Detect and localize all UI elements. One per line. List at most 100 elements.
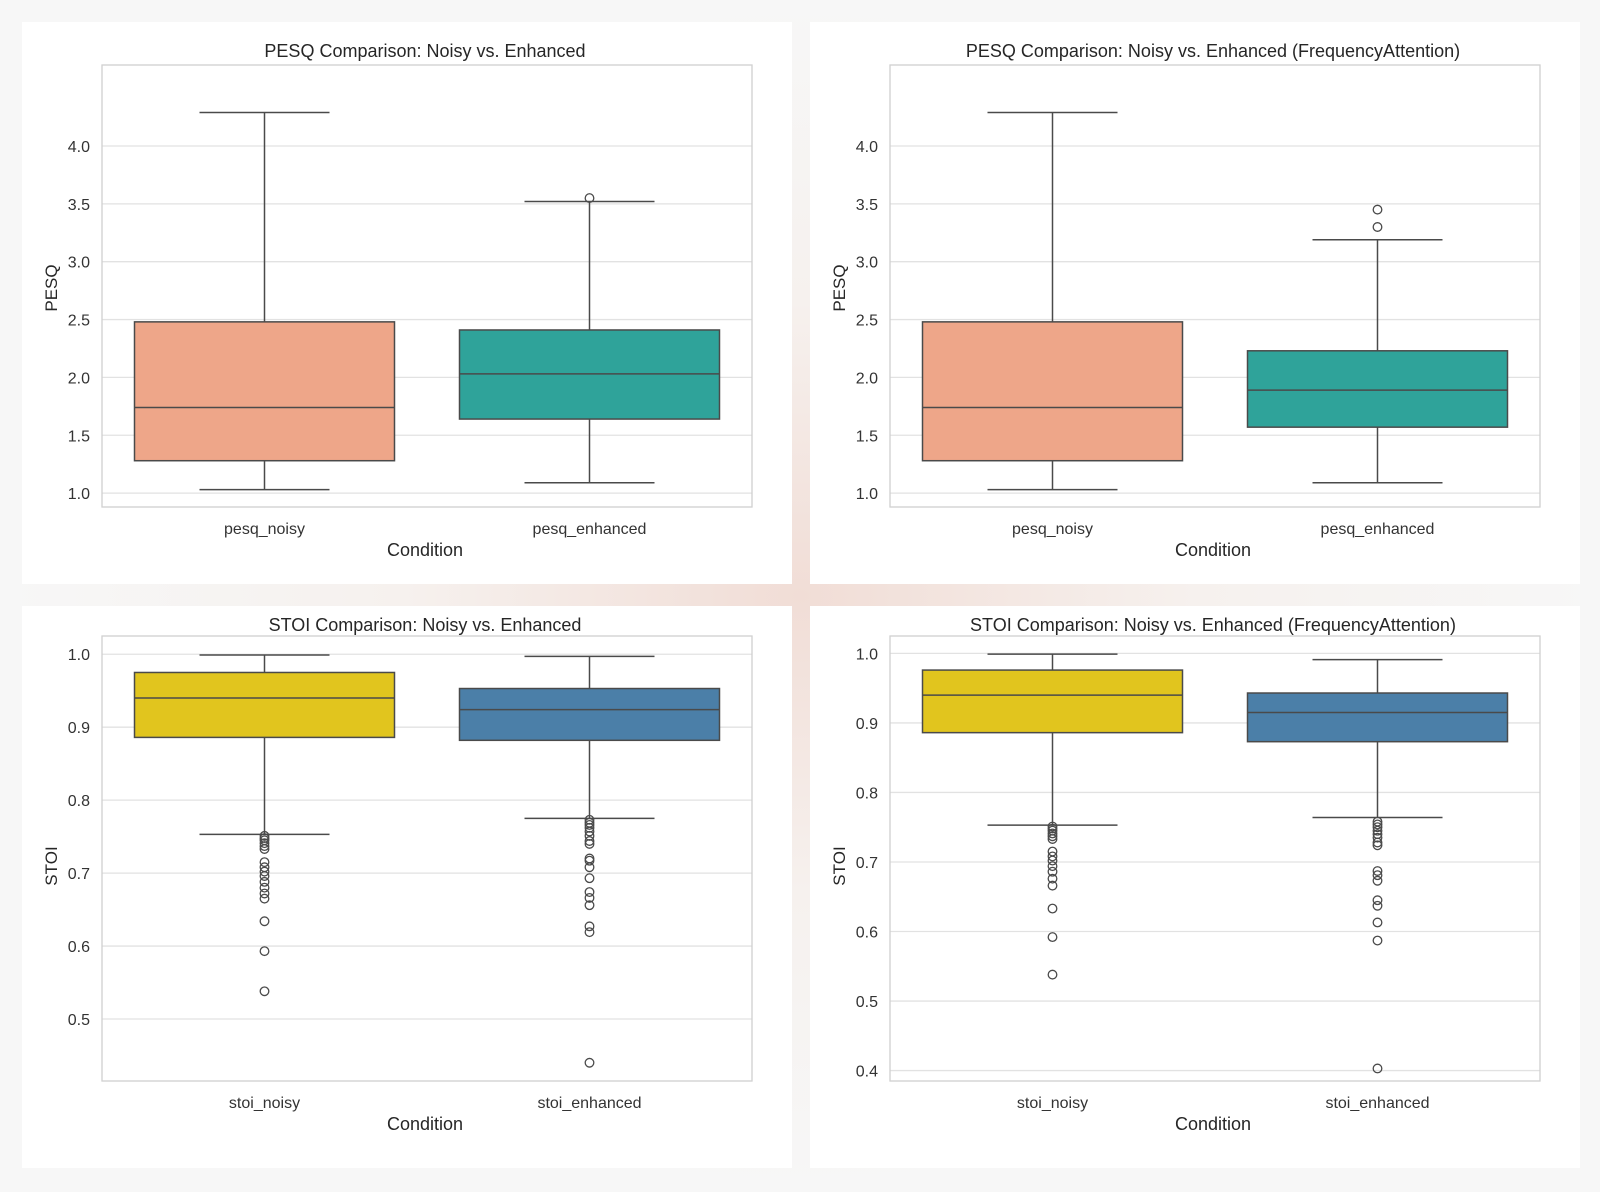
outlier-point [259, 866, 270, 877]
plot-frame [889, 64, 1541, 508]
y-tick-label: 2.5 [856, 313, 878, 330]
outlier-point [584, 892, 595, 903]
box-stoi_noisy [133, 654, 396, 997]
outlier-point [1372, 825, 1383, 836]
outlier-point [584, 826, 595, 837]
chart-title: PESQ Comparison: Noisy vs. Enhanced (Fre… [966, 41, 1460, 61]
outlier-point [259, 986, 270, 997]
outlier-point [1047, 903, 1058, 914]
y-tick-label: 4.0 [68, 139, 90, 156]
plot-area: 0.5 0.6 0.7 0.8 0.9 1.0 stoi_noisy stoi_enhance… [68, 635, 753, 1112]
outlier-point [259, 893, 270, 904]
outlier-point [1047, 866, 1058, 877]
y-tick-label: 0.4 [856, 1064, 878, 1081]
y-tick-label: 0.6 [856, 925, 878, 942]
pesq-frequency-attention-chart-panel: PESQ Comparison: Noisy vs. Enhanced (Fre… [810, 22, 1580, 584]
outlier-point [1372, 917, 1383, 928]
y-tick-label: 3.5 [68, 197, 90, 214]
outlier-point [1047, 873, 1058, 884]
outlier-point [1372, 222, 1383, 232]
outlier-point [584, 900, 595, 911]
outlier-point [1372, 204, 1383, 215]
outlier-point [259, 871, 270, 881]
y-axis-label: STOI [830, 846, 849, 885]
outlier-point [1372, 822, 1383, 833]
iqr-box [458, 687, 721, 742]
x-axis-label: Condition [1175, 540, 1251, 560]
outlier-point [1047, 831, 1058, 842]
outlier-point [1372, 870, 1383, 881]
x-tick-label: pesq_noisy [224, 521, 305, 538]
outlier-point [259, 844, 270, 854]
x-tick-label: stoi_enhanced [1325, 1095, 1429, 1112]
outlier-point [259, 946, 270, 957]
outlier-point [259, 841, 270, 852]
outlier-point [1047, 855, 1058, 866]
outlier-point [1047, 851, 1058, 862]
y-tick-label: 2.5 [68, 313, 90, 330]
y-axis-label: PESQ [830, 264, 849, 311]
y-tick-label: 1.0 [856, 486, 878, 503]
y-tick-label: 1.0 [68, 486, 90, 503]
x-tick-label: pesq_enhanced [533, 521, 647, 538]
chart-title: STOI Comparison: Noisy vs. Enhanced (Fre… [970, 615, 1456, 635]
box-pesq_enhanced [458, 193, 721, 484]
y-tick-label: 0.7 [68, 866, 90, 883]
outlier-point [1047, 861, 1058, 872]
y-tick-label: 3.5 [856, 197, 878, 214]
pesq-boxplot: PESQ Comparison: Noisy vs. Enhanced Cond… [42, 41, 753, 560]
outlier-point [1047, 834, 1058, 844]
outlier-point [584, 921, 595, 932]
y-tick-label: 0.9 [856, 716, 878, 733]
x-tick-label: stoi_noisy [1017, 1095, 1088, 1112]
y-tick-label: 0.8 [68, 793, 90, 810]
outlier-point [1372, 875, 1383, 886]
plot-frame [101, 64, 753, 508]
box-pesq_noisy [921, 111, 1184, 491]
outlier-point [259, 888, 270, 899]
iqr-box [921, 321, 1184, 462]
y-tick-label: 1.5 [856, 428, 878, 445]
outlier-point [584, 819, 595, 830]
outlier-point [1372, 866, 1383, 876]
outlier-point [1372, 832, 1383, 843]
y-tick-label: 0.7 [856, 855, 878, 872]
pesq-chart-panel: PESQ Comparison: Noisy vs. Enhanced Cond… [22, 22, 792, 584]
box-stoi_noisy [921, 653, 1184, 980]
x-axis-label: Condition [387, 540, 463, 560]
outlier-point [584, 855, 595, 866]
outlier-point [1372, 1063, 1383, 1074]
x-axis-label: Condition [387, 1114, 463, 1134]
x-tick-label: stoi_noisy [229, 1095, 300, 1112]
outlier-point [1047, 828, 1058, 839]
x-tick-label: pesq_enhanced [1321, 521, 1435, 538]
outlier-point [584, 862, 595, 873]
outlier-point [1372, 819, 1383, 830]
plot-area: 0.4 0.5 0.6 0.7 0.8 0.9 1.0 stoi_noisy stoi_enha… [856, 635, 1541, 1112]
stoi-boxplot: STOI Comparison: Noisy vs. Enhanced Cond… [42, 615, 753, 1134]
y-tick-label: 0.8 [856, 785, 878, 802]
outlier-point [1047, 932, 1058, 943]
y-axis-label: STOI [42, 846, 61, 885]
y-tick-label: 0.5 [856, 994, 878, 1011]
plot-area: 1.0 1.5 2.0 2.5 3.0 3.5 4.0 pesq_noisy pesq_enha… [68, 64, 753, 538]
y-tick-label: 0.5 [68, 1012, 90, 1029]
outlier-point [1047, 969, 1058, 980]
outlier-point [584, 838, 595, 849]
outlier-point [259, 876, 270, 887]
y-axis-label: PESQ [42, 264, 61, 311]
box-stoi_enhanced [1246, 658, 1509, 1074]
y-tick-label: 2.0 [856, 370, 878, 387]
outlier-point [584, 1057, 595, 1068]
iqr-box [1246, 350, 1509, 428]
outlier-point [1047, 880, 1058, 891]
y-tick-label: 3.0 [68, 255, 90, 272]
x-tick-label: stoi_enhanced [537, 1095, 641, 1112]
y-tick-label: 1.0 [68, 647, 90, 664]
outlier-point [1372, 900, 1383, 911]
iqr-box [133, 321, 396, 462]
outlier-point [259, 838, 270, 849]
chart-title: PESQ Comparison: Noisy vs. Enhanced [264, 41, 585, 61]
outlier-point [584, 836, 595, 846]
box-pesq_enhanced [1246, 204, 1509, 484]
